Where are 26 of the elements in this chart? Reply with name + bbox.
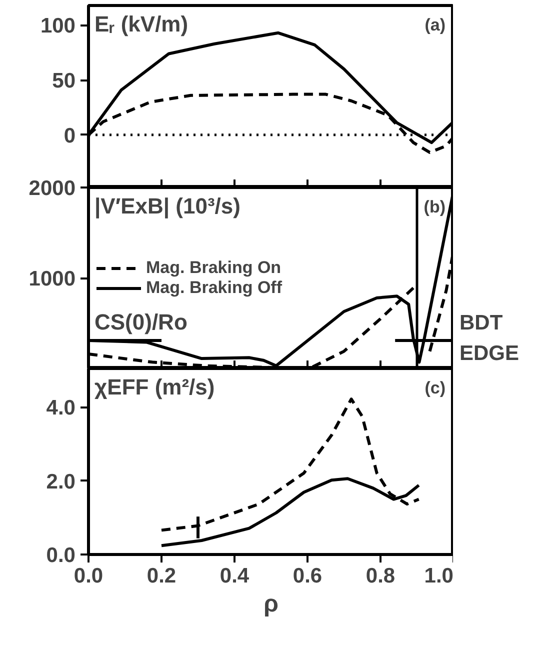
y-tick-label: 1000 bbox=[28, 268, 76, 290]
chart-title: Eᵣ (kV/m) bbox=[94, 12, 188, 36]
y-tick-label: 0.0 bbox=[46, 544, 76, 567]
x-tick-label: 0.2 bbox=[146, 564, 176, 588]
legend-label: Mag. Braking On bbox=[146, 258, 282, 278]
y-tick-label: 50 bbox=[52, 70, 76, 93]
y-tick-label: 100 bbox=[40, 14, 76, 38]
annotation: BDT bbox=[460, 311, 503, 334]
x-tick-label: 0.4 bbox=[220, 564, 250, 588]
x-tick-label: 0.8 bbox=[366, 564, 396, 588]
y-tick-label: 0 bbox=[64, 124, 76, 148]
annotation: CS(0)/Ro bbox=[94, 309, 188, 334]
ref-line-label: EDGE bbox=[460, 342, 520, 365]
y-tick-label: 2.0 bbox=[46, 470, 76, 494]
annotation: (a) bbox=[424, 16, 446, 34]
chart-title: |V′ExB| (10³/s) bbox=[94, 194, 240, 218]
x-tick-label: 1.0 bbox=[424, 564, 454, 588]
y-tick-label: 2000 bbox=[28, 177, 76, 200]
chart-title: χEFF (m²/s) bbox=[94, 374, 215, 400]
x-tick-label: 0.6 bbox=[292, 564, 322, 588]
legend-label: Mag. Braking Off bbox=[146, 278, 282, 298]
annotation: (b) bbox=[424, 198, 446, 216]
x-axis-title: ρ bbox=[264, 590, 278, 618]
annotation: (c) bbox=[424, 378, 446, 398]
y-tick-label: 4.0 bbox=[46, 396, 76, 420]
x-tick-label: 0.0 bbox=[74, 564, 104, 588]
